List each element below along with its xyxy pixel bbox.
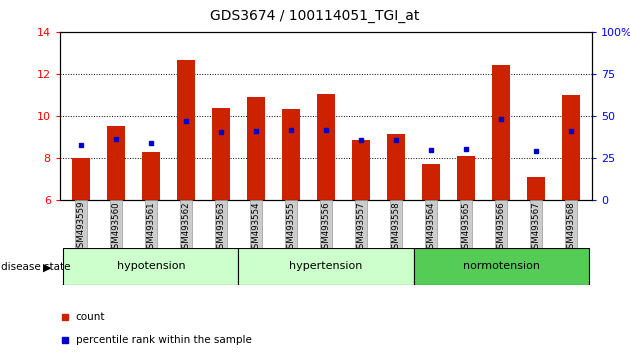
Text: GSM493557: GSM493557: [357, 201, 365, 253]
Text: GDS3674 / 100114051_TGI_at: GDS3674 / 100114051_TGI_at: [210, 9, 420, 23]
Text: disease state: disease state: [1, 262, 71, 272]
Text: GSM493565: GSM493565: [462, 201, 471, 253]
Bar: [142, 152, 159, 200]
Bar: [422, 164, 440, 200]
Bar: [527, 177, 545, 200]
Text: GSM493560: GSM493560: [112, 201, 120, 253]
Bar: [177, 60, 195, 200]
Bar: [72, 158, 89, 200]
Bar: [107, 126, 125, 200]
Text: GSM493564: GSM493564: [427, 201, 435, 253]
Bar: [352, 140, 370, 200]
Bar: [457, 156, 475, 200]
Text: GSM493566: GSM493566: [496, 201, 506, 253]
Text: hypotension: hypotension: [117, 261, 185, 272]
Bar: [282, 109, 300, 200]
Bar: [212, 108, 230, 200]
Text: GSM493562: GSM493562: [181, 201, 190, 253]
Text: GSM493558: GSM493558: [392, 201, 401, 253]
Bar: [563, 95, 580, 200]
Text: GSM493567: GSM493567: [532, 201, 541, 253]
Bar: [318, 94, 335, 200]
Bar: [239, 248, 413, 285]
Text: GSM493563: GSM493563: [217, 201, 226, 253]
Bar: [413, 248, 588, 285]
Text: ▶: ▶: [43, 262, 52, 272]
Bar: [493, 65, 510, 200]
Bar: [247, 97, 265, 200]
Text: normotension: normotension: [462, 261, 540, 272]
Text: GSM493568: GSM493568: [567, 201, 576, 253]
Text: GSM493556: GSM493556: [321, 201, 331, 253]
Text: GSM493559: GSM493559: [76, 201, 85, 253]
Bar: [64, 248, 239, 285]
Text: count: count: [76, 312, 105, 322]
Text: GSM493555: GSM493555: [287, 201, 295, 253]
Bar: [387, 134, 405, 200]
Text: percentile rank within the sample: percentile rank within the sample: [76, 335, 252, 346]
Text: hypertension: hypertension: [289, 261, 363, 272]
Text: GSM493561: GSM493561: [146, 201, 156, 253]
Text: GSM493554: GSM493554: [251, 201, 260, 253]
